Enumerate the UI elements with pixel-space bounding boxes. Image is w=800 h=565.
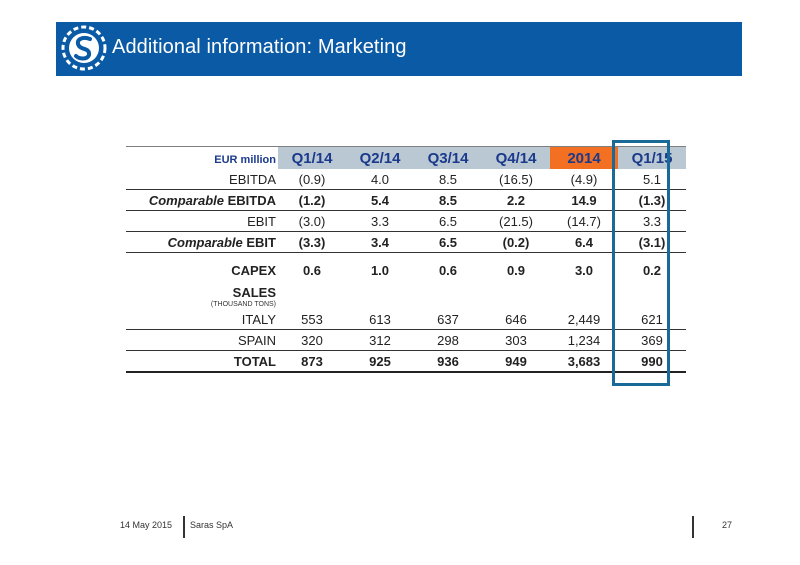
highlight-box [612,140,670,386]
table-cell: 646 [482,309,550,330]
col-header: Q1/14 [278,146,346,169]
table-cell: (3.0) [278,210,346,232]
header-bar [56,22,742,76]
row-label: Comparable EBITDA [126,189,278,211]
table-cell: 3.3 [346,210,414,232]
table-cell: (21.5) [482,210,550,232]
table-cell: 14.9 [550,189,618,211]
table-cell: (16.5) [482,169,550,190]
table-row-total: TOTAL 873 925 936 949 3,683 990 [126,350,686,373]
table-cell: (0.9) [278,169,346,190]
table-cell: 3,683 [550,350,618,373]
table-row: EBIT (3.0) 3.3 6.5 (21.5) (14.7) 3.3 [126,210,686,232]
marketing-table: EUR million Q1/14 Q2/14 Q3/14 Q4/14 2014… [126,146,686,373]
sales-title: SALES [232,285,276,300]
table-cell: 5.4 [346,189,414,211]
col-header: Q3/14 [414,146,482,169]
table-cell: 0.9 [506,262,526,278]
row-label: Comparable EBIT [126,231,278,253]
table-cell: 4.0 [346,169,414,190]
row-label: CAPEX [231,262,276,278]
footer-company: Saras SpA [190,520,234,530]
table-cell: 6.5 [414,210,482,232]
table-header-row: EUR million Q1/14 Q2/14 Q3/14 Q4/14 2014… [126,146,686,169]
table-cell: 0.6 [438,262,458,278]
page-title: Additional information: Marketing [112,36,407,58]
saras-logo-icon [61,25,107,71]
table-row: ITALY 553 613 637 646 2,449 621 [126,309,686,330]
table-row: SPAIN 320 312 298 303 1,234 369 [126,329,686,351]
footer-date: 14 May 2015 [120,520,173,530]
sales-header-row: SALES (THOUSAND TONS) [126,281,686,309]
table-cell: 8.5 [414,189,482,211]
table-cell: 303 [482,329,550,351]
col-header-year: 2014 [550,146,618,169]
table-cell: (4.9) [550,169,618,190]
table-cell: (3.3) [278,231,346,253]
table-cell: (0.2) [482,231,550,253]
table-cell: 6.5 [414,231,482,253]
table-cell: 312 [346,329,414,351]
table-cell: 0.2 [642,262,662,278]
sales-label: SALES (THOUSAND TONS) [126,281,278,309]
table-cell: (1.2) [278,189,346,211]
table-cell: 2,449 [550,309,618,330]
table-cell: 2.2 [482,189,550,211]
table-row: EBITDA (0.9) 4.0 8.5 (16.5) (4.9) 5.1 [126,169,686,190]
page-number: 27 [722,520,733,530]
row-label: ITALY [126,309,278,330]
table-cell: 949 [482,350,550,373]
row-label: SPAIN [126,329,278,351]
footer-divider [692,516,694,538]
table-row: Comparable EBITDA (1.2) 5.4 8.5 2.2 14.9… [126,189,686,211]
table-cell: (14.7) [550,210,618,232]
col-header: Q4/14 [482,146,550,169]
table-cell: 873 [278,350,346,373]
table-cell: 0.6 [302,262,322,278]
table-cell: 298 [414,329,482,351]
table-cell: 3.0 [574,262,594,278]
table-cell: 320 [278,329,346,351]
table-row: Comparable EBIT (3.3) 3.4 6.5 (0.2) 6.4 … [126,231,686,253]
table-cell: 637 [414,309,482,330]
sales-subtitle: (THOUSAND TONS) [210,301,276,308]
table-cell: 1,234 [550,329,618,351]
table-cell: 553 [278,309,346,330]
col-header: Q2/14 [346,146,414,169]
table-row-capex: CAPEX 0.6 1.0 0.6 0.9 3.0 0.2 [126,259,686,281]
table-cell: 1.0 [370,262,390,278]
table-cell: 925 [346,350,414,373]
table-cell: 8.5 [414,169,482,190]
table-cell: 936 [414,350,482,373]
row-label: EBIT [126,210,278,232]
unit-label: EUR million [126,146,278,169]
table-cell: 6.4 [550,231,618,253]
table-cell: 3.4 [346,231,414,253]
footer-divider [183,516,185,538]
table-cell: 613 [346,309,414,330]
row-label: TOTAL [126,350,278,373]
row-label: EBITDA [126,169,278,190]
